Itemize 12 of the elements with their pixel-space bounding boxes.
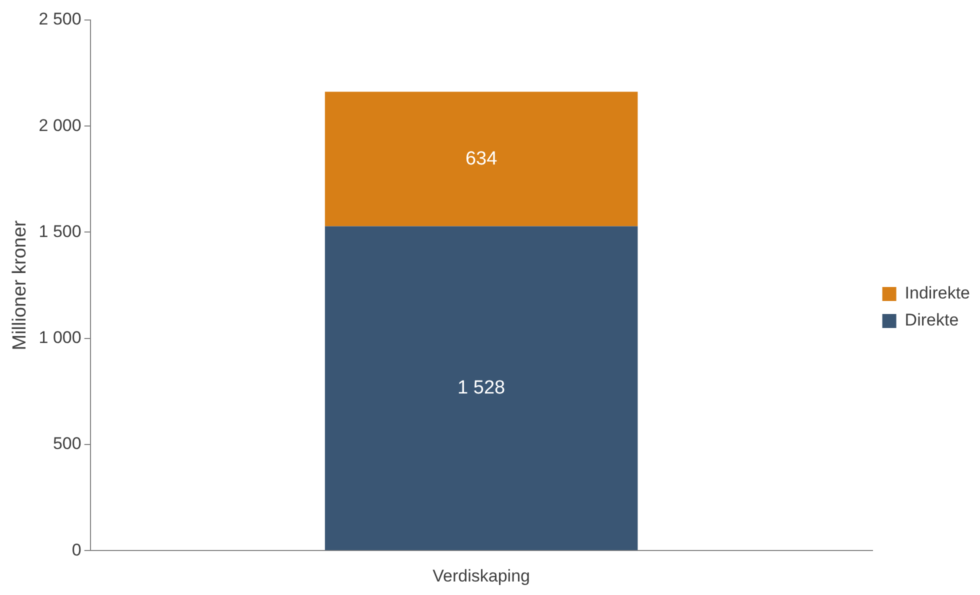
y-tick-label: 1 000 <box>38 328 82 348</box>
legend-label: Indirekte <box>904 284 970 303</box>
x-tick-label: Verdiskaping <box>432 566 530 586</box>
y-tick-label: 2 000 <box>38 116 82 135</box>
data-label: 1 528 <box>458 377 506 398</box>
data-label: 634 <box>465 148 498 170</box>
y-tick-label: 500 <box>52 434 82 454</box>
y-tick-label: 2 500 <box>38 10 82 29</box>
y-axis-title: Millioner kroner <box>10 220 31 350</box>
y-tick-label: 1 500 <box>38 222 82 241</box>
y-tick-label: 0 <box>72 540 82 560</box>
legend-label: Direkte <box>904 310 959 330</box>
